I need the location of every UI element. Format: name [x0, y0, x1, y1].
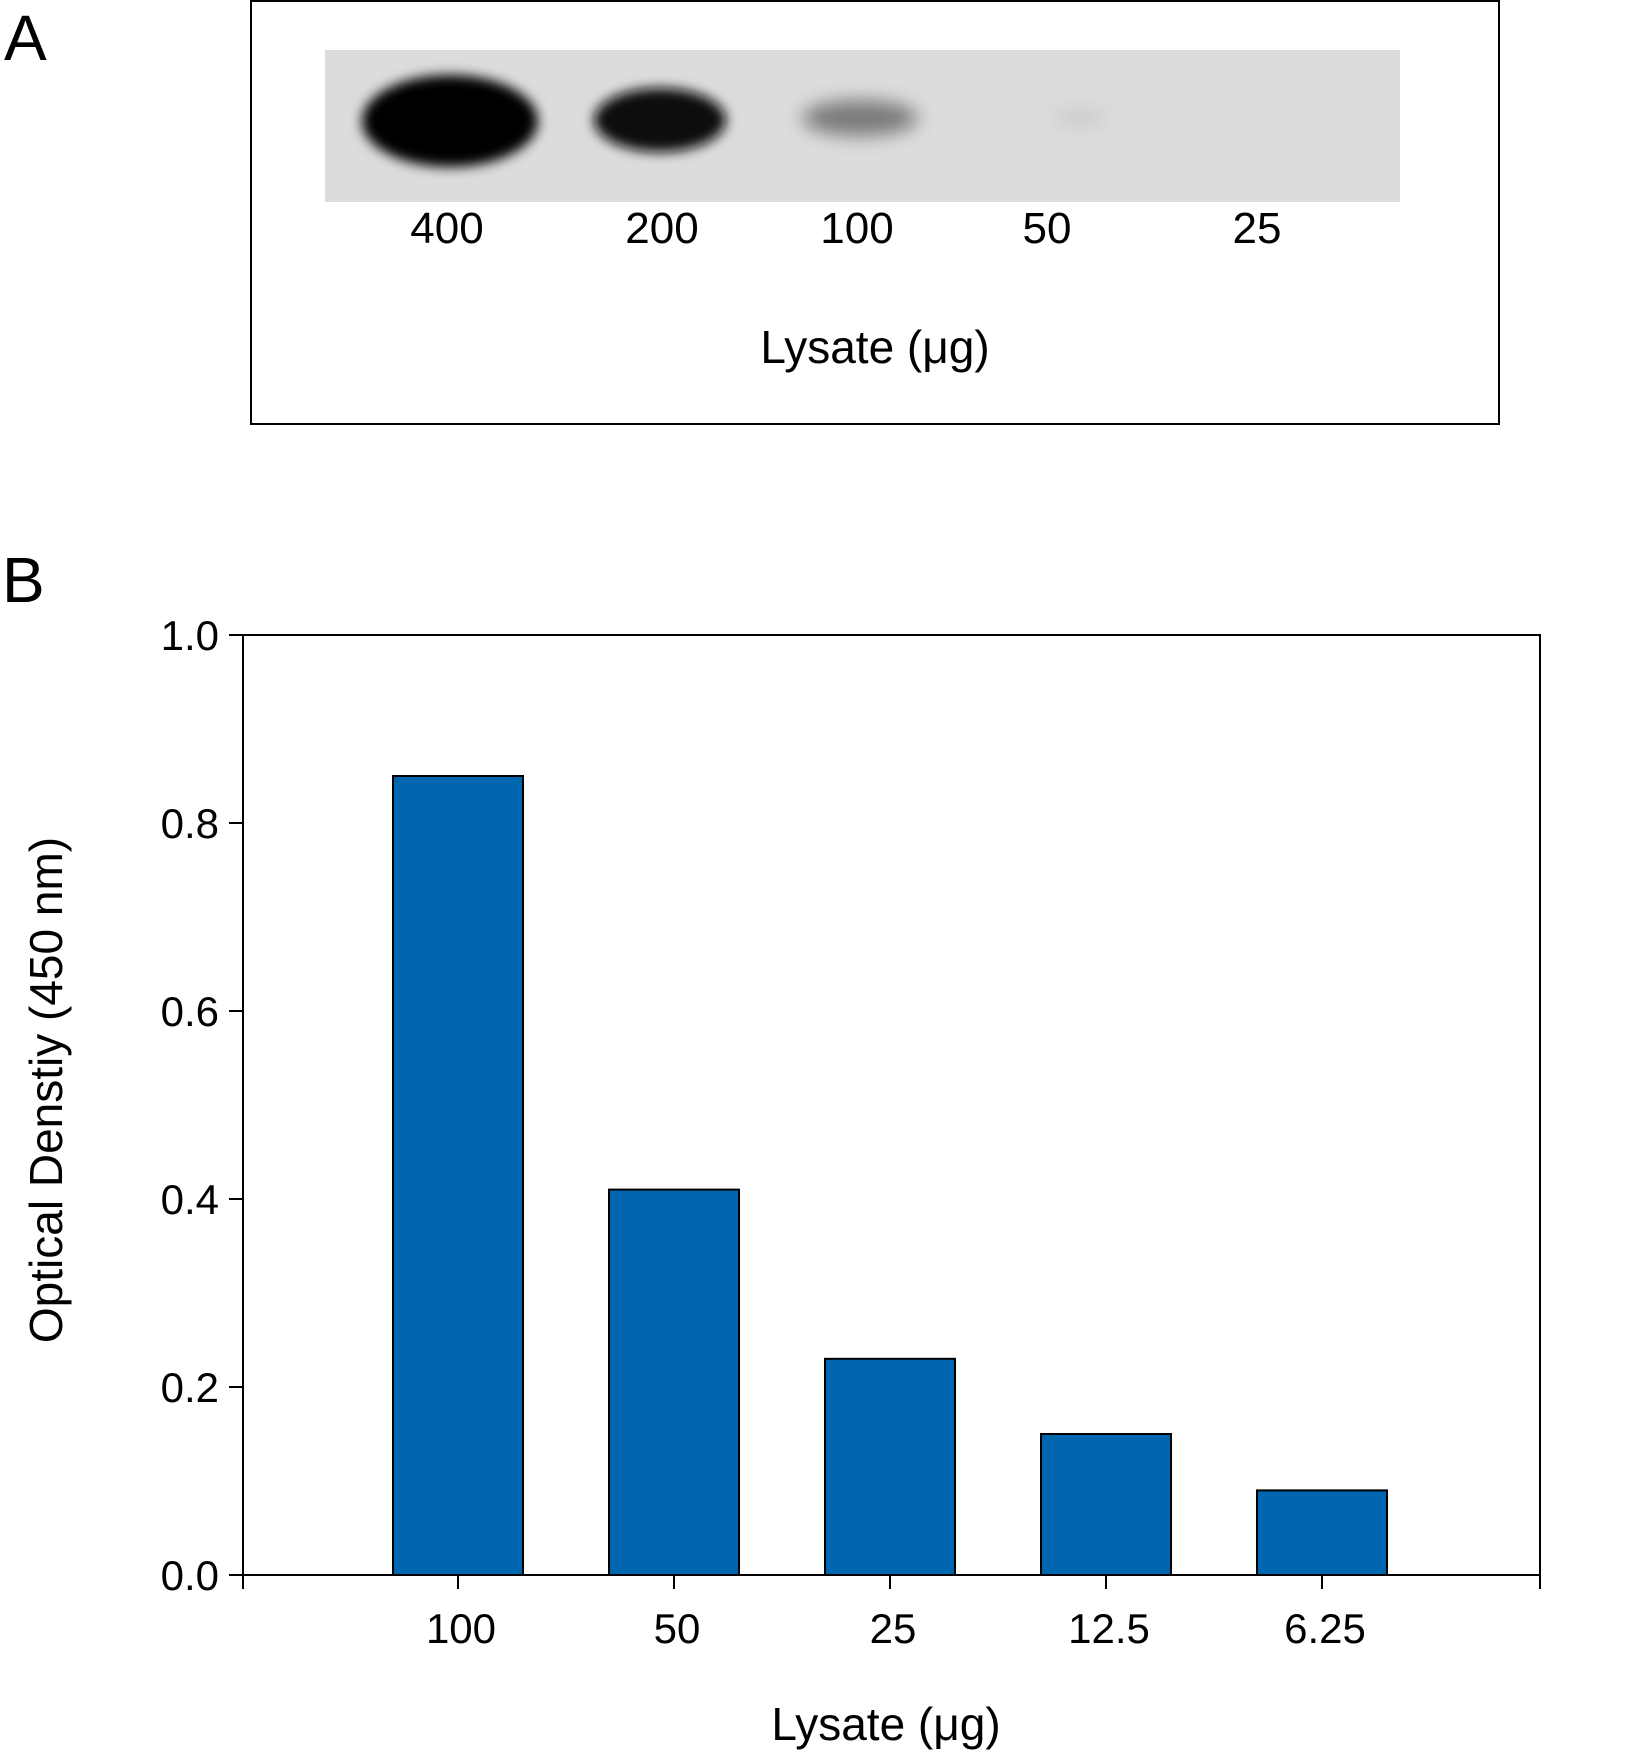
bar-100 — [392, 775, 524, 1576]
blot-band-200 — [594, 88, 726, 152]
bar-6.25 — [1256, 1489, 1388, 1577]
western-blot-panel — [250, 0, 1500, 425]
lane-label-400: 400 — [410, 204, 484, 253]
y-tick-label: 0.8 — [161, 800, 219, 847]
panel-a-x-axis-label: Lysate (μg) — [760, 321, 990, 373]
y-tick-label: 0.4 — [161, 1176, 219, 1223]
blot-band-100 — [802, 100, 918, 136]
y-tick-label: 0.0 — [161, 1552, 219, 1599]
bar-25 — [824, 1357, 956, 1576]
western-blot-image — [325, 50, 1400, 202]
blot-band-50 — [1054, 110, 1106, 126]
blot-band-400 — [362, 75, 538, 167]
x-tick-label: 12.5 — [1068, 1605, 1150, 1652]
y-tick-label: 0.6 — [161, 988, 219, 1035]
y-axis-title: Optical Denstiy (450 nm) — [20, 837, 72, 1343]
x-tick-label: 50 — [654, 1605, 701, 1652]
lane-label-25: 25 — [1232, 204, 1282, 253]
y-tick-label: 1.0 — [161, 612, 219, 659]
bar-chart: 0.0 0.2 0.4 0.6 0.8 1.0 100 50 25 12.5 6.25 Optic… — [20, 612, 1541, 1750]
x-tick-label: 100 — [426, 1605, 496, 1652]
lane-label-50: 50 — [1022, 204, 1072, 253]
x-axis-title: Lysate (μg) — [771, 1698, 1000, 1750]
bar-50 — [608, 1188, 740, 1576]
y-tick-label: 0.2 — [161, 1364, 219, 1411]
lane-label-200: 200 — [625, 204, 699, 253]
x-tick-label: 6.25 — [1284, 1605, 1366, 1652]
panel-b-letter: B — [2, 544, 45, 616]
bar-12.5 — [1040, 1433, 1172, 1576]
x-tick-label: 25 — [870, 1605, 917, 1652]
lane-label-100: 100 — [820, 204, 894, 253]
panel-a-letter: A — [4, 2, 47, 74]
